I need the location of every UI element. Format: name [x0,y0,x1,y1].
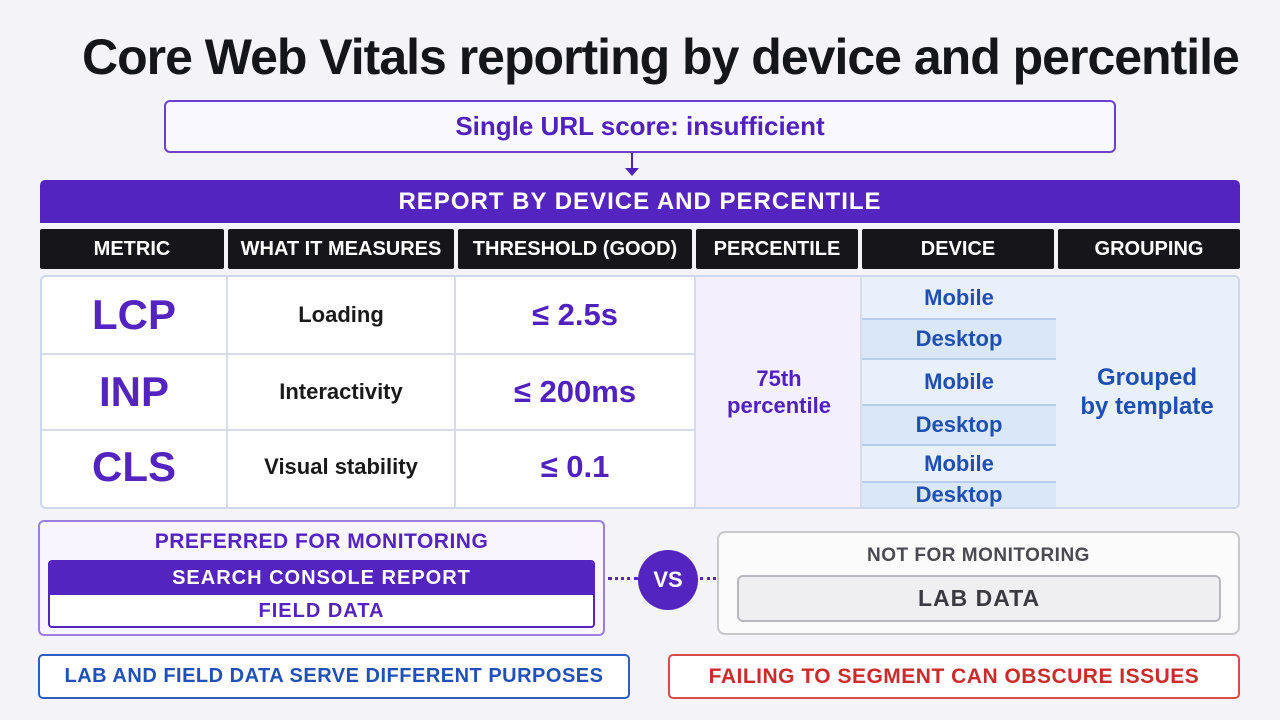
measure-interactivity: Interactivity [279,379,403,404]
header-what-it-measures: WHAT IT MEASURES [228,229,454,269]
dotted-connector-right [700,577,716,580]
dotted-connector-left [608,577,638,580]
measure-visual-stability: Visual stability [264,454,418,479]
threshold-lcp: ≤ 2.5s [532,297,618,332]
header-device: DEVICE [862,229,1054,269]
header-grouping: GROUPING [1058,229,1240,269]
header-threshold: THRESHOLD (GOOD) [458,229,692,269]
column-divider [694,277,696,507]
note-segment-warning: FAILING TO SEGMENT CAN OBSCURE ISSUES [668,654,1240,699]
device-column: Mobile Desktop Mobile Desktop Mobile Des… [862,277,1056,507]
header-metric: METRIC [40,229,224,269]
row-divider [42,353,694,355]
column-divider [454,277,456,507]
device-mobile: Mobile [862,360,1056,406]
preferred-inner: SEARCH CONSOLE REPORT FIELD DATA [48,560,595,628]
percentile-cell: 75th percentile [696,277,862,507]
page-title: Core Web Vitals reporting by device and … [82,29,1240,85]
preferred-title: PREFERRED FOR MONITORING [154,530,489,553]
device-desktop: Desktop [862,320,1056,360]
note-lab-field-purposes: LAB AND FIELD DATA SERVE DIFFERENT PURPO… [38,654,630,699]
arrow-down-icon [625,168,639,176]
metric-inp: INP [98,368,169,415]
not-for-monitoring-box: NOT FOR MONITORING LAB DATA [717,531,1240,635]
not-monitoring-title: NOT FOR MONITORING [867,545,1090,566]
device-mobile: Mobile [862,446,1056,483]
preferred-monitoring-box: PREFERRED FOR MONITORING SEARCH CONSOLE … [38,520,605,636]
search-console-report-label: SEARCH CONSOLE REPORT [50,562,593,595]
header-percentile: PERCENTILE [696,229,858,269]
percentile-line-2: percentile [727,393,831,418]
single-url-score-box: Single URL score: insufficient [164,100,1116,153]
device-desktop: Desktop [862,482,1056,507]
measure-loading: Loading [298,302,384,327]
grouping-cell: Grouped by template [1056,277,1238,507]
metrics-table: LCP Loading ≤ 2.5s INP Interactivity ≤ 2… [40,275,1240,509]
device-mobile: Mobile [862,277,1056,320]
metric-lcp: LCP [92,291,176,338]
device-desktop: Desktop [862,406,1056,446]
single-url-score-label: Single URL score: insufficient [455,111,825,141]
metric-cls: CLS [92,443,176,490]
row-divider [42,429,694,431]
percentile-line-1: 75th [756,366,802,391]
field-data-label: FIELD DATA [258,600,385,622]
threshold-cls: ≤ 0.1 [540,449,610,484]
percentile-column [696,277,862,507]
grouping-column [1056,277,1238,507]
grouping-line-2: by template [1080,393,1214,420]
report-banner: REPORT BY DEVICE AND PERCENTILE [40,180,1240,223]
column-divider [226,277,228,507]
vs-badge: VS [638,550,698,610]
grouping-line-1: Grouped [1097,364,1197,391]
down-arrow-line [631,153,633,171]
lab-data-label: LAB DATA [737,575,1221,622]
column-divider [860,277,862,507]
threshold-inp: ≤ 200ms [513,374,637,409]
